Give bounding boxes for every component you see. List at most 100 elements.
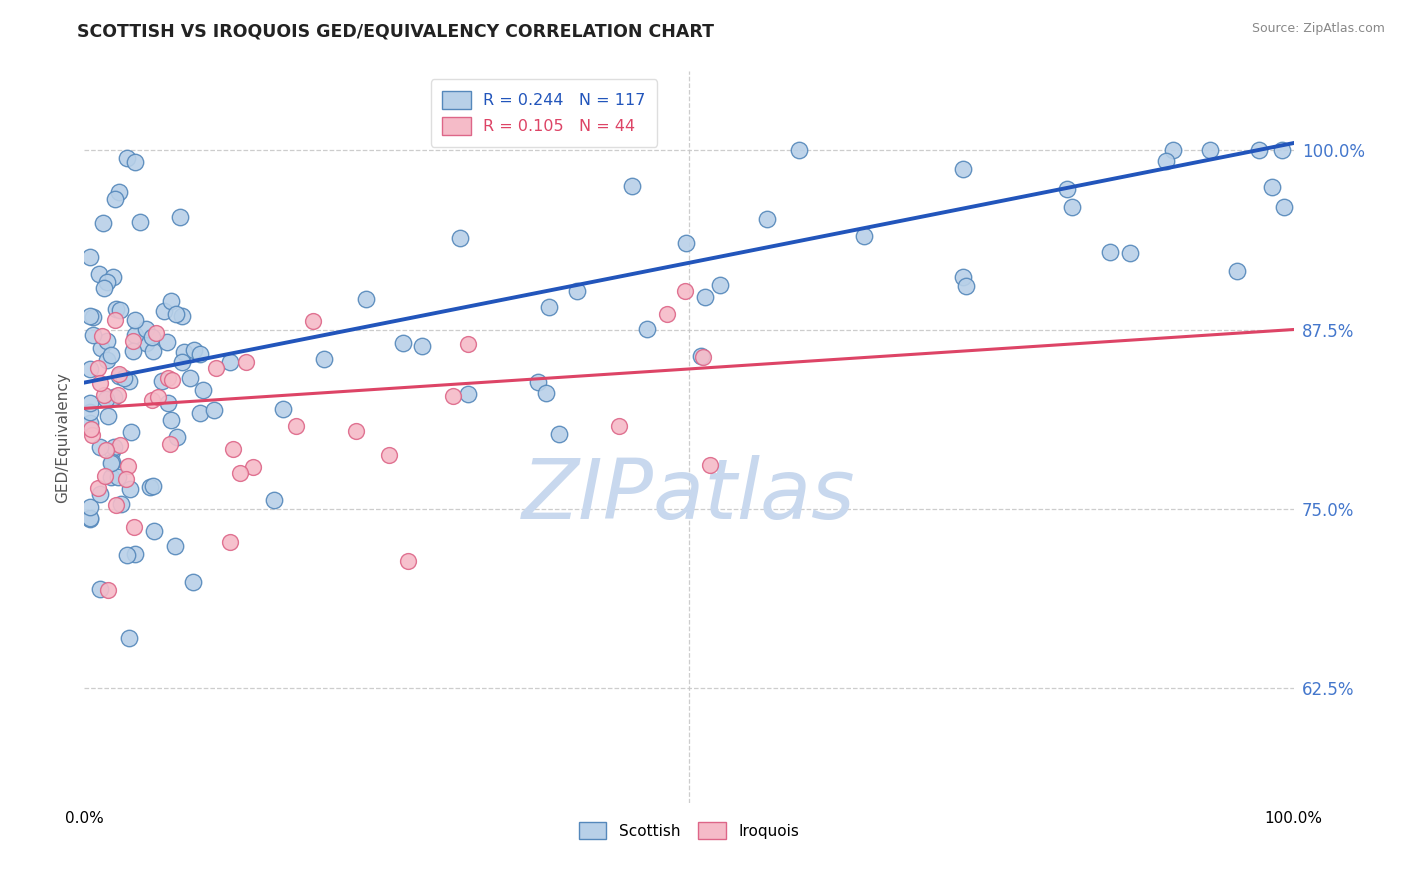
- Point: [1119, 245, 1142, 260]
- Point: [457, 336, 479, 351]
- Point: [690, 349, 713, 363]
- Point: [534, 386, 557, 401]
- Point: [96, 353, 118, 368]
- Point: [955, 279, 977, 293]
- Text: Source: ZipAtlas.com: Source: ZipAtlas.com: [1251, 22, 1385, 36]
- Point: [80, 427, 103, 442]
- Point: [86, 361, 108, 376]
- Point: [100, 456, 122, 470]
- Point: [169, 210, 191, 224]
- Point: [89, 440, 111, 454]
- Point: [96, 275, 118, 289]
- Point: [852, 229, 875, 244]
- Point: [105, 498, 128, 512]
- Point: [1271, 143, 1294, 157]
- Point: [235, 355, 257, 369]
- Y-axis label: GED/Equivalency: GED/Equivalency: [55, 372, 70, 502]
- Point: [108, 367, 131, 381]
- Point: [391, 335, 413, 350]
- Point: [1060, 200, 1083, 214]
- Point: [1247, 143, 1270, 157]
- Point: [312, 351, 335, 366]
- Point: [655, 307, 678, 321]
- Point: [104, 313, 127, 327]
- Point: [97, 582, 120, 597]
- Point: [79, 309, 101, 323]
- Point: [141, 330, 163, 344]
- Point: [120, 425, 142, 439]
- Point: [89, 582, 111, 596]
- Point: [952, 162, 974, 177]
- Point: [79, 500, 101, 514]
- Point: [159, 437, 181, 451]
- Point: [89, 486, 111, 500]
- Point: [344, 425, 367, 439]
- Point: [172, 355, 194, 369]
- Point: [179, 371, 201, 385]
- Point: [620, 179, 643, 194]
- Text: SCOTTISH VS IROQUOIS GED/EQUIVALENCY CORRELATION CHART: SCOTTISH VS IROQUOIS GED/EQUIVALENCY COR…: [77, 22, 714, 40]
- Point: [96, 443, 118, 458]
- Point: [166, 429, 188, 443]
- Point: [673, 284, 696, 298]
- Point: [354, 292, 377, 306]
- Point: [87, 481, 110, 495]
- Point: [692, 351, 714, 365]
- Point: [115, 472, 138, 486]
- Point: [122, 334, 145, 348]
- Point: [79, 512, 101, 526]
- Point: [104, 193, 127, 207]
- Point: [129, 215, 152, 229]
- Point: [82, 327, 104, 342]
- Point: [1226, 264, 1249, 278]
- Point: [190, 346, 212, 360]
- Point: [607, 418, 630, 433]
- Point: [79, 417, 101, 431]
- Point: [173, 345, 195, 359]
- Point: [537, 300, 560, 314]
- Point: [135, 336, 157, 351]
- Point: [699, 458, 721, 472]
- Point: [141, 479, 163, 493]
- Point: [202, 403, 225, 417]
- Point: [107, 186, 129, 200]
- Point: [1056, 182, 1078, 196]
- Point: [141, 392, 163, 407]
- Point: [441, 389, 464, 403]
- Point: [122, 343, 145, 358]
- Point: [118, 482, 141, 496]
- Point: [139, 480, 162, 494]
- Point: [89, 376, 111, 390]
- Point: [135, 322, 157, 336]
- Point: [91, 328, 114, 343]
- Point: [93, 388, 115, 402]
- Point: [284, 419, 307, 434]
- Point: [183, 574, 205, 589]
- Point: [218, 535, 240, 549]
- Point: [636, 322, 658, 336]
- Point: [263, 492, 285, 507]
- Point: [1154, 153, 1177, 168]
- Point: [952, 269, 974, 284]
- Point: [271, 401, 294, 416]
- Point: [100, 470, 122, 484]
- Point: [124, 547, 146, 561]
- Point: [79, 396, 101, 410]
- Point: [165, 307, 187, 321]
- Point: [118, 375, 141, 389]
- Point: [90, 341, 112, 355]
- Point: [107, 469, 129, 483]
- Point: [548, 426, 571, 441]
- Point: [787, 143, 810, 157]
- Point: [150, 374, 173, 388]
- Point: [94, 468, 117, 483]
- Point: [97, 409, 120, 423]
- Point: [183, 343, 205, 357]
- Point: [79, 361, 101, 376]
- Point: [101, 455, 124, 469]
- Point: [124, 328, 146, 343]
- Point: [1161, 143, 1184, 157]
- Point: [1199, 143, 1222, 157]
- Point: [229, 466, 252, 480]
- Point: [104, 301, 127, 316]
